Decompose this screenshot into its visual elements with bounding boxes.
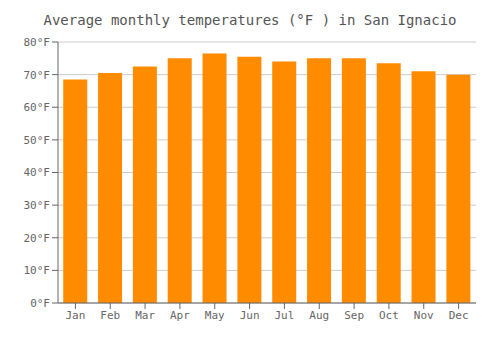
svg-text:40°F: 40°F [24,166,51,179]
svg-text:Nov: Nov [414,309,434,322]
svg-text:10°F: 10°F [24,264,51,277]
svg-text:Apr: Apr [170,309,190,322]
svg-text:Jan: Jan [65,309,85,322]
svg-text:Aug: Aug [309,309,329,322]
svg-text:0°F: 0°F [30,297,50,310]
svg-text:May: May [205,309,225,322]
svg-text:Jul: Jul [274,309,294,322]
svg-text:60°F: 60°F [24,101,51,114]
html-text:Average monthly temperatures (: Average monthly temperatures (°F ) in Sa… [43,12,457,28]
svg-text:Jun: Jun [240,309,260,322]
svg-text:Mar: Mar [135,309,155,322]
svg-text:80°F: 80°F [24,36,51,49]
svg-text:Oct: Oct [379,309,399,322]
svg-text:50°F: 50°F [24,134,51,147]
svg-text:Feb: Feb [100,309,120,322]
svg-text:30°F: 30°F [24,199,51,212]
svg-text:20°F: 20°F [24,232,51,245]
svg-text:70°F: 70°F [24,69,51,82]
svg-text:Sep: Sep [344,309,364,322]
svg-text:Dec: Dec [449,309,469,322]
